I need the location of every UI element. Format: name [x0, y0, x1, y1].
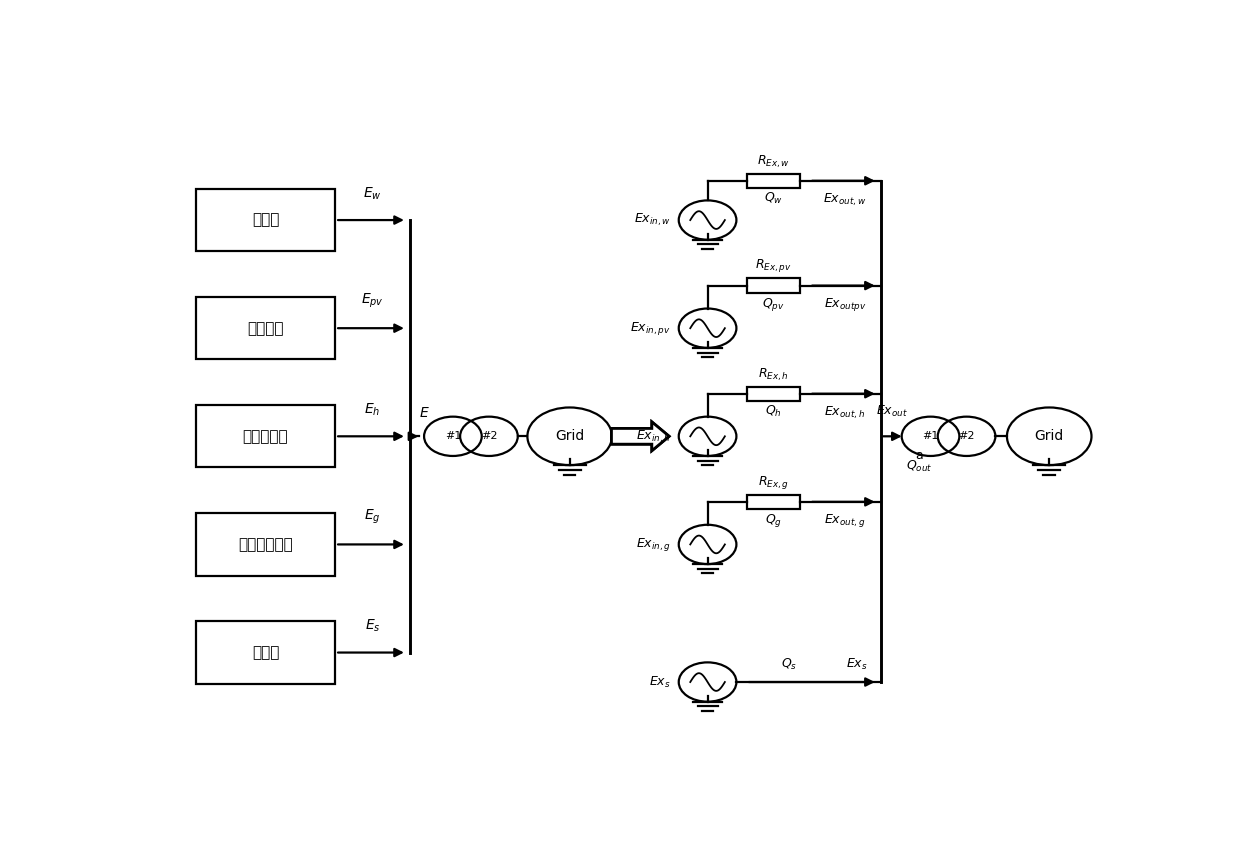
Text: $E_g$: $E_g$ [365, 508, 381, 526]
Text: 储能站: 储能站 [252, 645, 279, 660]
Text: 风电场: 风电场 [252, 213, 279, 227]
Text: $E_w$: $E_w$ [363, 186, 382, 202]
Polygon shape [611, 422, 670, 451]
Text: $Ex_{in,w}$: $Ex_{in,w}$ [634, 212, 671, 228]
Text: 光伏电站: 光伏电站 [247, 321, 284, 335]
Text: $Q_{out}$: $Q_{out}$ [905, 459, 932, 474]
Text: $Q_{pv}$: $Q_{pv}$ [761, 296, 785, 313]
Text: #1: #1 [923, 431, 939, 442]
Text: $R_{Ex,w}$: $R_{Ex,w}$ [756, 153, 790, 169]
Text: $Ex_{outpv}$: $Ex_{outpv}$ [823, 296, 867, 313]
Text: $R_{Ex,g}$: $R_{Ex,g}$ [758, 474, 789, 491]
Text: $Ex_{in,h}$: $Ex_{in,h}$ [636, 428, 671, 444]
Text: Grid: Grid [1034, 429, 1064, 443]
Text: $E_s$: $E_s$ [365, 618, 381, 634]
Text: $Q_g$: $Q_g$ [765, 512, 782, 529]
Bar [746, 494, 800, 509]
Text: #1: #1 [445, 431, 461, 442]
Text: Grid: Grid [556, 429, 584, 443]
Bar [196, 297, 335, 359]
Text: $Q_w$: $Q_w$ [764, 191, 782, 206]
Bar [746, 174, 800, 188]
Text: $Q_s$: $Q_s$ [781, 656, 797, 671]
Bar [196, 513, 335, 575]
Text: 水力发电站: 水力发电站 [243, 429, 289, 444]
Text: #2: #2 [959, 431, 975, 442]
Text: $Ex_s$: $Ex_s$ [650, 675, 671, 689]
Text: $E_h$: $E_h$ [365, 402, 381, 418]
Text: a: a [915, 449, 923, 462]
Text: $Ex_{out}$: $Ex_{out}$ [877, 404, 908, 420]
Bar [196, 189, 335, 251]
Text: $Ex_{in,g}$: $Ex_{in,g}$ [636, 536, 671, 553]
Bar [746, 278, 800, 293]
Text: #2: #2 [481, 431, 497, 442]
Text: $Q_h$: $Q_h$ [765, 404, 781, 420]
Text: $Ex_s$: $Ex_s$ [846, 656, 867, 671]
Text: $E_{pv}$: $E_{pv}$ [361, 292, 384, 310]
Text: $Ex_{in,pv}$: $Ex_{in,pv}$ [630, 320, 671, 337]
Text: $E$: $E$ [419, 406, 429, 420]
Text: $Ex_{out,h}$: $Ex_{out,h}$ [825, 404, 866, 420]
Text: 天然气发电厂: 天然气发电厂 [238, 537, 293, 552]
Bar [196, 621, 335, 683]
Bar [196, 405, 335, 467]
Text: $R_{Ex,pv}$: $R_{Ex,pv}$ [755, 258, 791, 275]
Text: $R_{Ex,h}$: $R_{Ex,h}$ [758, 366, 789, 383]
Bar [746, 386, 800, 401]
Text: $Ex_{out,g}$: $Ex_{out,g}$ [825, 512, 866, 529]
Text: $Ex_{out,w}$: $Ex_{out,w}$ [823, 191, 867, 208]
